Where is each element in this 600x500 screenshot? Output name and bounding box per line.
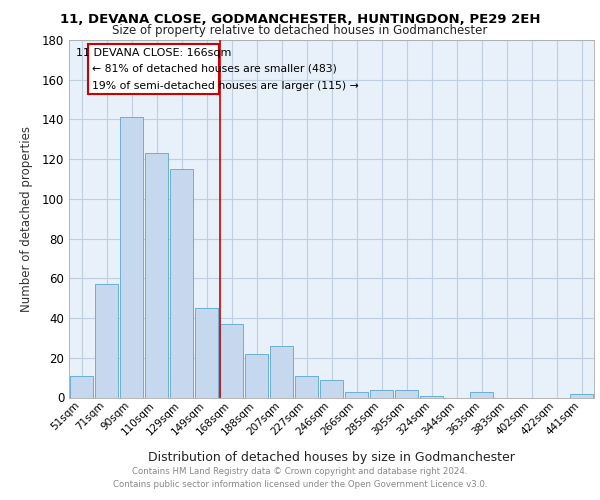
Text: Size of property relative to detached houses in Godmanchester: Size of property relative to detached ho… — [112, 24, 488, 37]
FancyBboxPatch shape — [88, 44, 219, 94]
Bar — [70, 376, 93, 398]
Text: 19% of semi-detached houses are larger (115) →: 19% of semi-detached houses are larger (… — [91, 80, 358, 90]
Bar — [145, 153, 168, 398]
Bar — [395, 390, 418, 398]
Bar — [170, 169, 193, 398]
Bar — [370, 390, 393, 398]
Bar — [320, 380, 343, 398]
Text: 11 DEVANA CLOSE: 166sqm: 11 DEVANA CLOSE: 166sqm — [76, 48, 231, 58]
Text: Contains HM Land Registry data © Crown copyright and database right 2024.
Contai: Contains HM Land Registry data © Crown c… — [113, 468, 487, 489]
Text: 11, DEVANA CLOSE, GODMANCHESTER, HUNTINGDON, PE29 2EH: 11, DEVANA CLOSE, GODMANCHESTER, HUNTING… — [60, 13, 540, 26]
X-axis label: Distribution of detached houses by size in Godmanchester: Distribution of detached houses by size … — [148, 451, 515, 464]
Bar — [295, 376, 318, 398]
Bar — [220, 324, 243, 398]
Bar — [570, 394, 593, 398]
Bar — [420, 396, 443, 398]
Bar — [95, 284, 118, 398]
Bar — [245, 354, 268, 398]
Text: ← 81% of detached houses are smaller (483): ← 81% of detached houses are smaller (48… — [91, 64, 337, 74]
Bar — [120, 118, 143, 398]
Y-axis label: Number of detached properties: Number of detached properties — [20, 126, 34, 312]
Bar — [345, 392, 368, 398]
Bar — [470, 392, 493, 398]
Bar — [270, 346, 293, 398]
Bar — [195, 308, 218, 398]
